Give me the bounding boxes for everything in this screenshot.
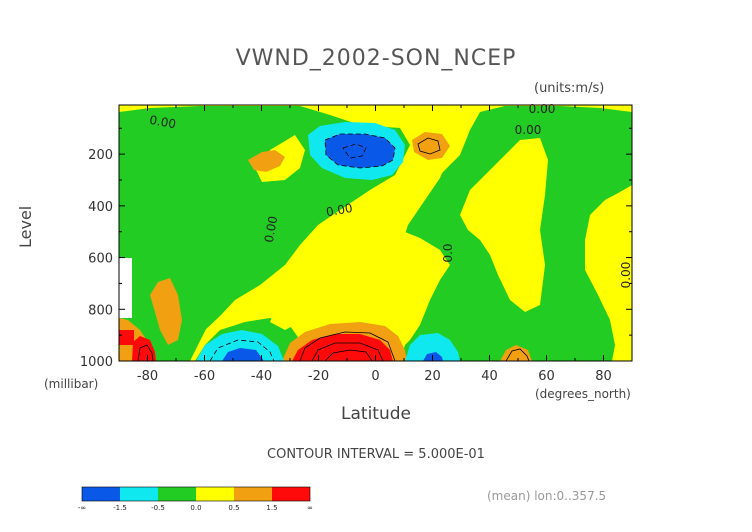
colorbar-swatch — [82, 487, 120, 501]
contour-line-nh-surface — [505, 348, 530, 361]
colorbar-label: -0.5 — [151, 504, 165, 512]
contour-line-surface-3 — [324, 349, 373, 361]
colorbar: -∞ -1.5 -0.5 0.0 0.5 1.5 ∞ — [78, 486, 313, 512]
x-tick-label: -60 — [194, 369, 215, 384]
x-axis-label: Latitude — [341, 404, 411, 424]
x-tick-label: 20 — [424, 369, 441, 384]
x-tick-label: -40 — [251, 369, 272, 384]
colorbar-label: 0.5 — [228, 504, 239, 512]
contour-label: 0.00 — [325, 201, 354, 219]
colorbar-label: -∞ — [78, 504, 86, 512]
yellow-region-nh-mid — [460, 138, 548, 312]
contour-line-surface-2 — [311, 342, 384, 361]
colorbar-frame — [81, 486, 311, 502]
x-tick-label: 40 — [481, 369, 498, 384]
y-tick-label: 400 — [88, 200, 113, 215]
colorbar-swatch — [272, 487, 310, 501]
blue-core-surface-sh — [222, 348, 264, 361]
cyan-region-surface-nh — [405, 333, 460, 361]
x-tick-label: 80 — [595, 369, 612, 384]
chart-title: VWND_2002-SON_NCEP — [235, 46, 517, 71]
contour-line-dashed-upper — [324, 133, 396, 169]
x-tick-label: 0 — [371, 369, 379, 384]
contour-label: 0.0 — [441, 243, 455, 262]
x-units-label: (degrees_north) — [535, 387, 631, 401]
colorbar-label: ∞ — [307, 504, 313, 512]
orange-blob-sh-lower — [150, 278, 182, 345]
contour-fill-layer — [119, 105, 632, 361]
y-units-label: (millibar) — [44, 377, 99, 391]
colorbar-swatch — [120, 487, 158, 501]
contour-label: 0.00 — [262, 215, 280, 244]
contour-label: 0.00 — [529, 102, 556, 116]
contour-label: 0.00 — [148, 113, 177, 131]
contour-line-sh-surface-dash — [209, 339, 275, 361]
cyan-region-surface-sh — [196, 330, 284, 361]
colorbar-swatch — [234, 487, 272, 501]
contour-line-layer — [137, 133, 530, 361]
x-tick-label: 60 — [538, 369, 555, 384]
colorbar-label: 0.0 — [190, 504, 201, 512]
red-core-polar — [132, 336, 156, 361]
contour-line-polar — [137, 344, 154, 361]
orange-blob-nh-upper — [412, 132, 450, 160]
y-tick-label: 1000 — [80, 355, 113, 370]
x-axis-ticks: -80 -60 -40 -20 0 20 40 60 80 — [118, 105, 633, 384]
x-tick-label: -20 — [308, 369, 329, 384]
red-block-edge — [119, 330, 134, 345]
y-tick-label: 200 — [88, 148, 113, 163]
colorbar-label: 1.5 — [266, 504, 277, 512]
yellow-region-tropics — [270, 130, 450, 330]
missing-data-patch — [119, 258, 132, 318]
x-tick-label: -80 — [137, 369, 158, 384]
contour-line-dashed-inner — [342, 143, 367, 159]
contour-line-nh-upper — [417, 137, 441, 155]
orange-blob-sh-upper — [248, 150, 285, 172]
contour-label: 0.00 — [619, 262, 633, 289]
y-tick-label: 800 — [88, 303, 113, 318]
contour-line-surface-1 — [299, 331, 396, 361]
units-label: (units:m/s) — [534, 81, 605, 96]
colorbar-label: -1.5 — [113, 504, 127, 512]
colorbar-swatch — [196, 487, 234, 501]
contour-interval-text: CONTOUR INTERVAL = 5.000E-01 — [267, 447, 485, 462]
mean-lon-note: (mean) lon:0..357.5 — [487, 489, 607, 503]
y-axis-ticks: 200 400 600 800 1000 — [80, 127, 632, 370]
contour-label: 0.00 — [515, 123, 542, 137]
blue-core-upper — [325, 134, 395, 168]
y-tick-label: 600 — [88, 252, 113, 267]
contour-labels: 0.00 0.00 0.00 0.00 0.0 0.00 0.00 — [148, 102, 633, 288]
green-region-lower-far-n — [560, 352, 610, 361]
colorbar-swatch — [158, 487, 196, 501]
